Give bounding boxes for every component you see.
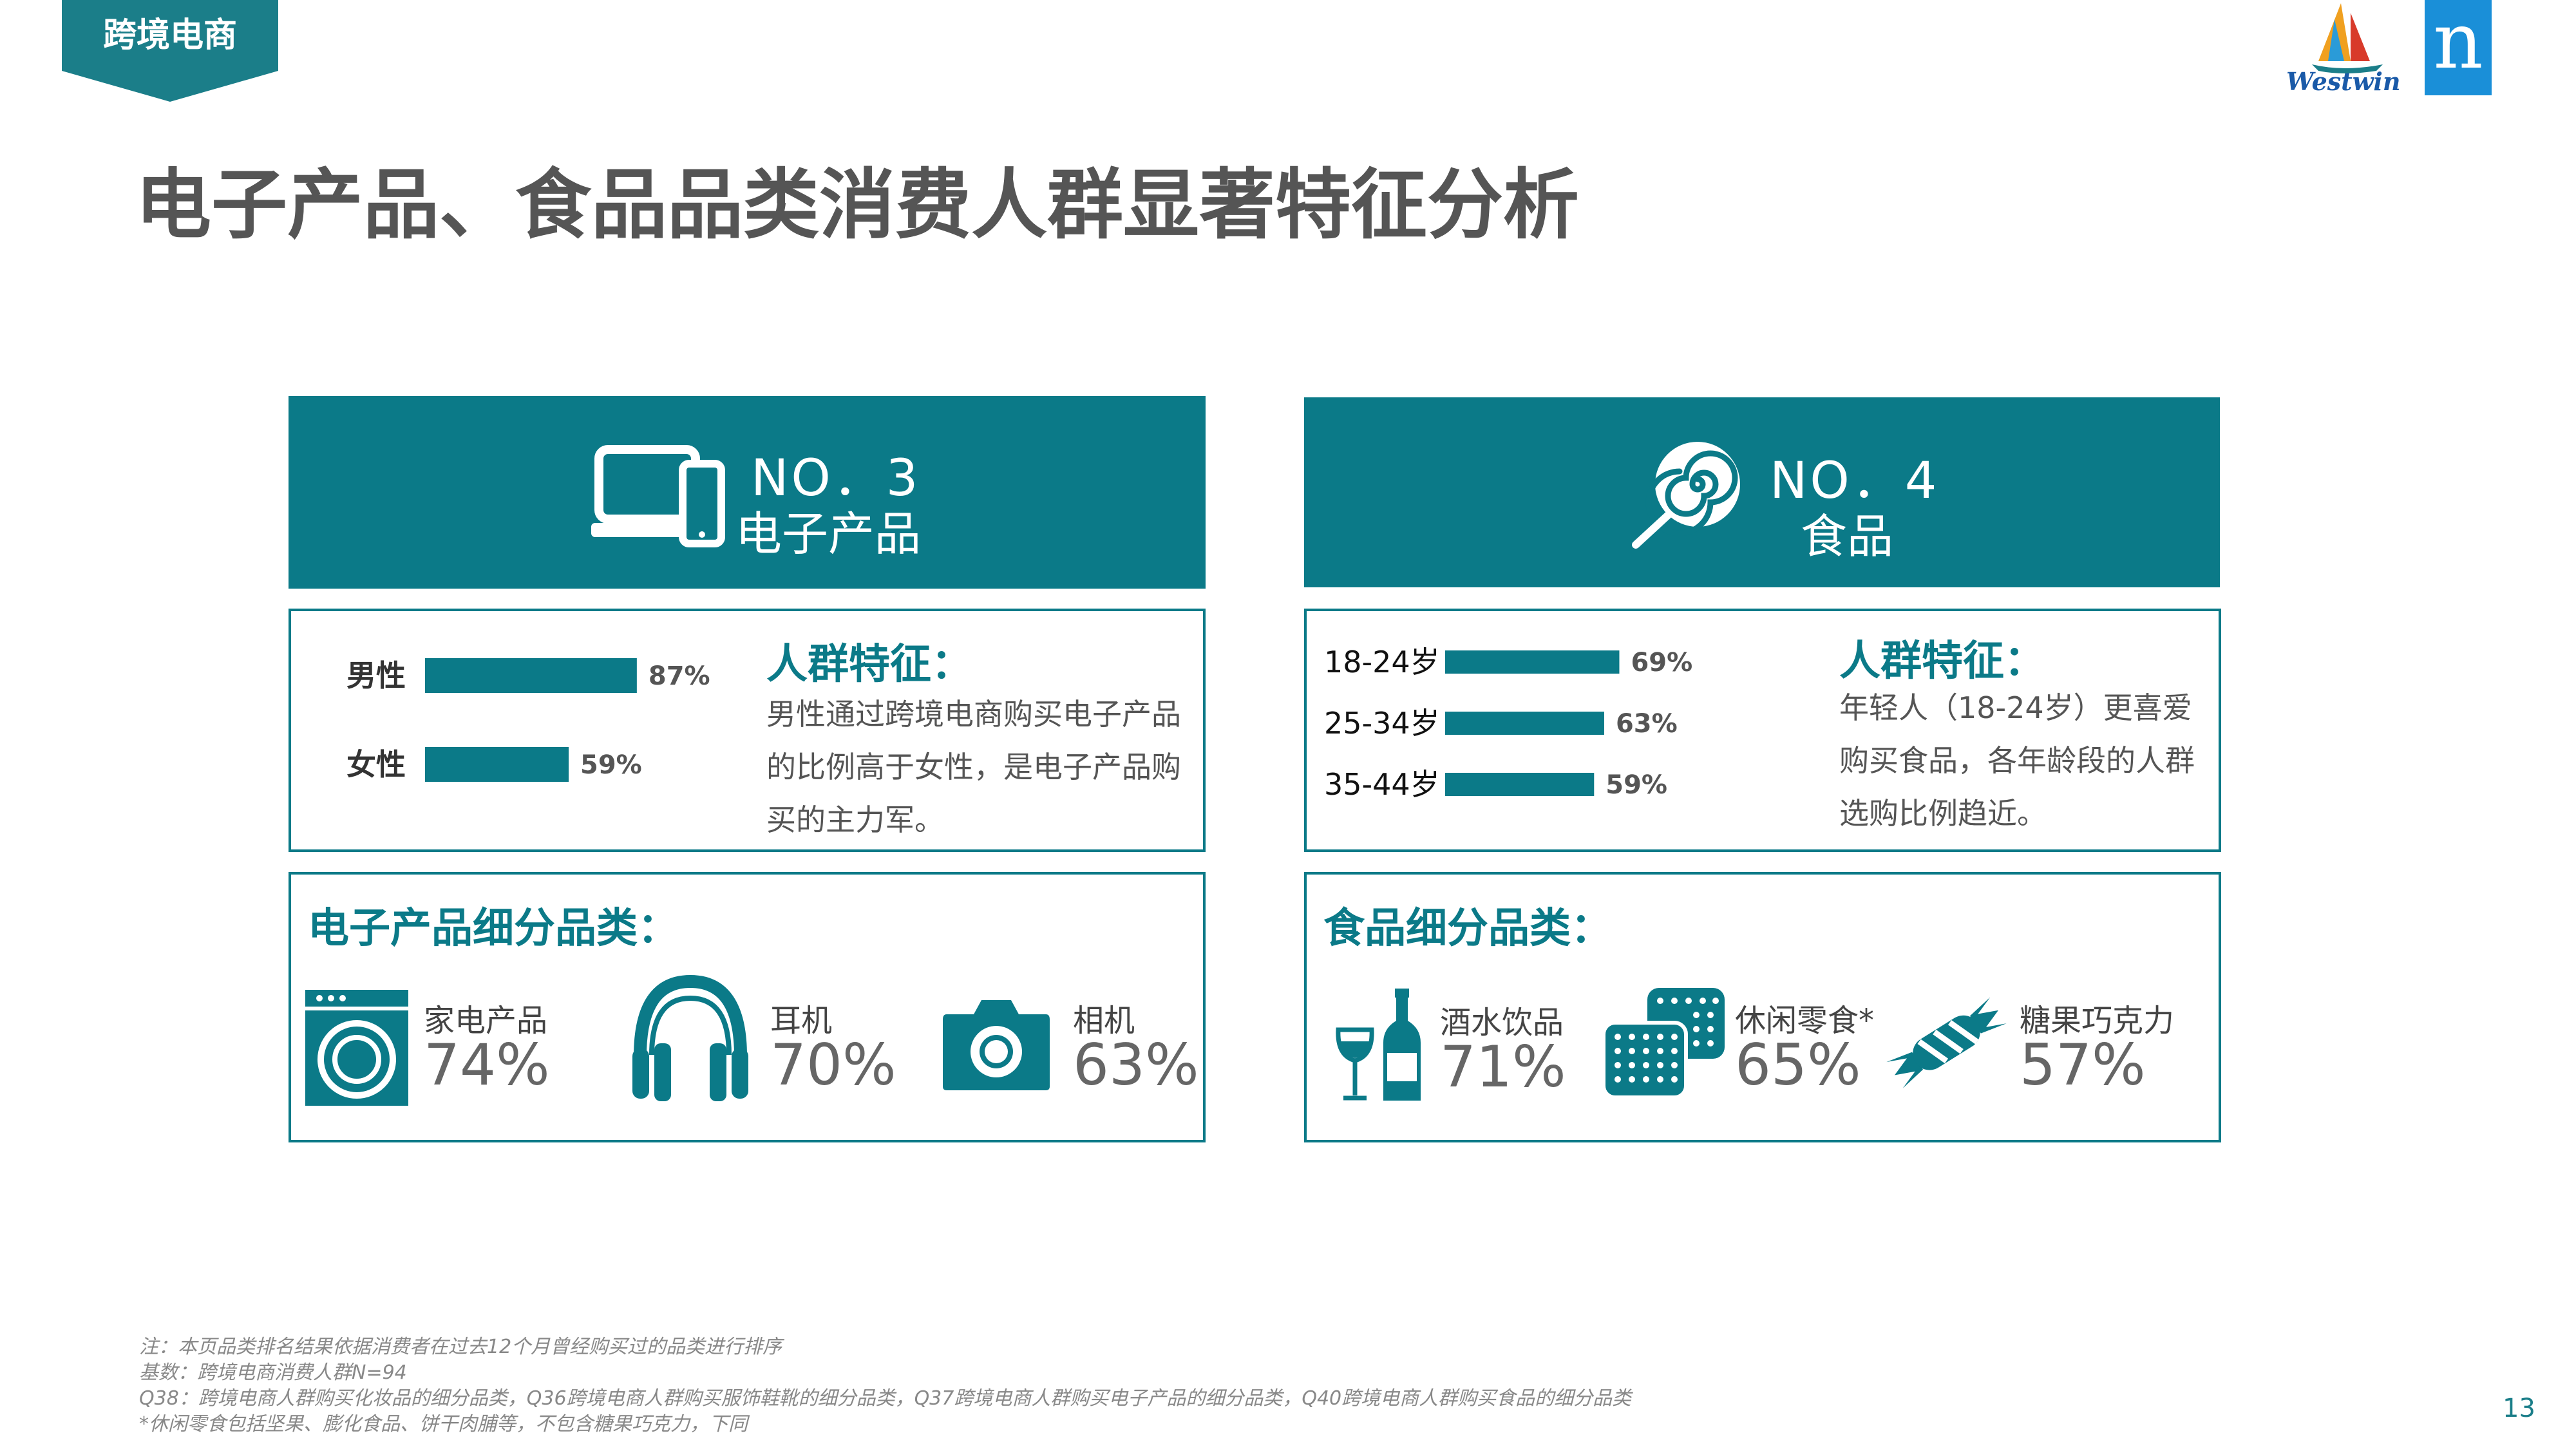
electronics-feature-title: 人群特征： — [766, 641, 972, 688]
page-number: 13 — [2503, 1394, 2535, 1423]
footnote-3: Q38：跨境电商人群购买化妆品的细分品类，Q36跨境电商人群购买服饰鞋靴的细分品… — [139, 1387, 1632, 1410]
washing-machine-icon — [305, 990, 408, 1106]
laptop-phone-icon — [591, 445, 725, 547]
candy-icon — [1886, 997, 2007, 1088]
food-subcategory-box — [1304, 872, 2221, 1142]
section-tag: 跨境电商 — [62, 0, 278, 71]
electronics-subcategory-title: 电子产品细分品类： — [308, 905, 679, 952]
westwin-logo: Westwin — [2286, 3, 2400, 96]
food-header — [1304, 397, 2220, 587]
bar — [1445, 712, 1604, 735]
nielsen-logo: n — [2425, 0, 2492, 95]
food-subcategory-title: 食品细分品类： — [1323, 905, 1612, 952]
headphones-icon — [632, 974, 748, 1101]
electronics-subcategory-box — [289, 872, 1206, 1142]
footnote-2: 基数：跨境电商消费人群N=94 — [139, 1361, 407, 1384]
bar-value-label: 69% — [1631, 648, 1692, 677]
westwin-logo-text: Westwin — [2286, 67, 2400, 96]
page-title: 电子产品、食品品类消费人群显著特征分析 — [135, 160, 1580, 249]
wine-icon — [1336, 989, 1421, 1101]
bar-value-label: 59% — [580, 750, 642, 780]
bar-category-label: 35-44岁 — [1324, 767, 1440, 802]
camera-icon — [943, 1000, 1050, 1090]
electronics-rank: NO．3 — [751, 450, 921, 507]
bar-value-label: 63% — [1616, 709, 1678, 739]
bar — [1445, 773, 1595, 796]
bar-category-label: 18-24岁 — [1324, 645, 1440, 679]
item-name-headphones: 耳机 — [770, 1003, 833, 1039]
bar-value-label: 87% — [649, 661, 710, 691]
food-feature-title: 人群特征： — [1839, 638, 2045, 685]
bar — [425, 747, 569, 782]
biscuit-icon — [1602, 988, 1725, 1099]
item-pct-headphones: 70% — [770, 1032, 896, 1098]
electronics-feature-box — [289, 609, 1206, 852]
footnote-1: 注：本页品类排名结果依据消费者在过去12个月曾经购买过的品类进行排序 — [139, 1336, 782, 1358]
item-pct-snacks: 65% — [1735, 1032, 1861, 1098]
bar-value-label: 59% — [1605, 770, 1667, 800]
gender-bar-chart: 男性 87% 女性 59% — [346, 658, 710, 782]
item-pct-candy: 57% — [2020, 1032, 2146, 1098]
bar — [425, 658, 637, 693]
item-pct-home-appliance: 74% — [424, 1032, 550, 1098]
section-tag-arrow — [62, 71, 278, 102]
food-rank: NO．4 — [1770, 452, 1940, 510]
item-name-snacks: 休闲零食* — [1735, 1003, 1875, 1039]
lollipop-icon — [1632, 442, 1740, 549]
food-name: 食品 — [1801, 509, 1894, 564]
item-name-drinks: 酒水饮品 — [1440, 1005, 1564, 1041]
bar-category-label: 女性 — [346, 747, 406, 782]
item-name-camera: 相机 — [1073, 1003, 1135, 1039]
bar — [1445, 650, 1620, 674]
item-name-home-appliance: 家电产品 — [424, 1003, 548, 1039]
bar-category-label: 男性 — [346, 658, 406, 693]
age-bar-chart: 18-24岁 69% 25-34岁 63% 35-44岁 59% — [1324, 645, 1692, 802]
footnote-4: *休闲零食包括坚果、膨化食品、饼干肉脯等，不包含糖果巧克力，下同 — [139, 1413, 748, 1435]
electronics-header — [289, 396, 1206, 589]
item-name-candy: 糖果巧克力 — [2020, 1003, 2175, 1039]
food-feature-text: 年轻人（18-24岁）更喜爱购买食品，各年龄段的人群选购比例趋近。 — [1839, 690, 2195, 831]
item-pct-camera: 63% — [1073, 1032, 1199, 1098]
electronics-name: 电子产品 — [735, 507, 922, 561]
electronics-feature-text: 男性通过跨境电商购买电子产品的比例高于女性，是电子产品购买的主力军。 — [766, 697, 1181, 837]
nielsen-logo-letter: n — [2433, 0, 2483, 86]
item-pct-drinks: 71% — [1440, 1034, 1566, 1100]
bar-category-label: 25-34岁 — [1324, 706, 1440, 741]
